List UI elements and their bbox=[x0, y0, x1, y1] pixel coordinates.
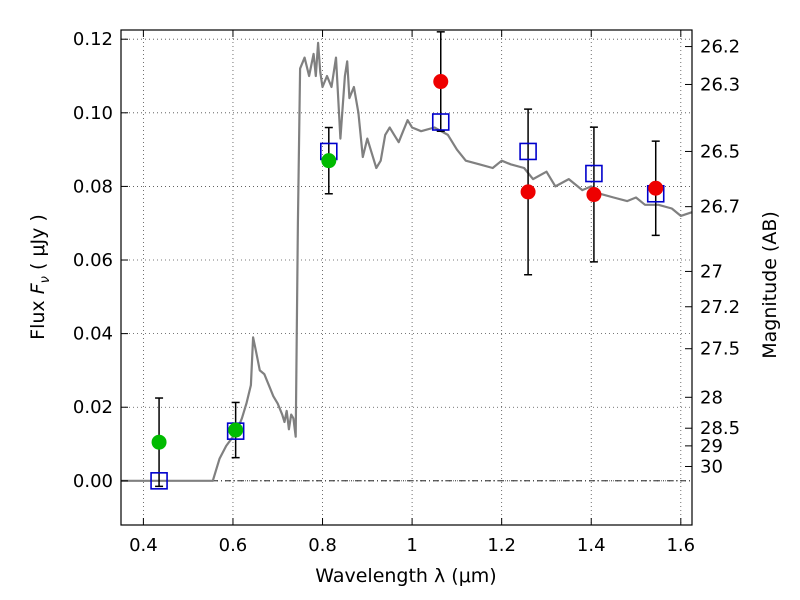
y2-axis-label: Magnitude (AB) bbox=[759, 211, 781, 359]
y-axis-label-suffix: ( μJy ) bbox=[27, 214, 49, 276]
model-photometry-square bbox=[431, 113, 450, 131]
error-bars bbox=[155, 31, 660, 488]
x-tick-label: 0.8 bbox=[308, 535, 337, 556]
red-detection-point bbox=[586, 187, 602, 203]
model-sed-line bbox=[121, 41, 693, 482]
red-detection-point bbox=[648, 180, 664, 196]
green-detection-point bbox=[151, 434, 167, 450]
mag-tick-label: 27 bbox=[700, 261, 723, 282]
x-tick-label: 1.2 bbox=[487, 535, 516, 556]
x-tick-label: 1.4 bbox=[577, 535, 606, 556]
mag-tick-label: 27.5 bbox=[700, 339, 740, 360]
plot-frame bbox=[120, 29, 693, 526]
red-detection-point bbox=[520, 184, 536, 200]
y-tick-label: 0.02 bbox=[73, 397, 113, 418]
y-tick-label: 0.04 bbox=[73, 324, 113, 345]
mag-tick-label: 28.5 bbox=[700, 418, 740, 439]
axis-ticks: 0.4 0.6 0.8 1 1.2 1.4 1.6 0.00 0.02 0.04 0.06 0.08 0… bbox=[73, 29, 740, 556]
y-axis-label-subscript: ν bbox=[38, 276, 53, 283]
x-tick-label: 0.4 bbox=[129, 535, 158, 556]
mag-tick-label: 27.2 bbox=[700, 297, 740, 318]
mag-tick-label: 28 bbox=[700, 387, 723, 408]
y-tick-label: 0.12 bbox=[73, 29, 113, 50]
y-tick-label: 0.10 bbox=[73, 103, 113, 124]
model-photometry-square bbox=[585, 164, 603, 183]
mag-tick-label: 29 bbox=[700, 436, 723, 457]
model-photometry-square bbox=[519, 142, 537, 161]
data-markers bbox=[150, 74, 665, 490]
green-detection-point bbox=[321, 153, 337, 169]
mag-tick-label: 26.2 bbox=[700, 37, 740, 58]
model-photometry-square bbox=[150, 472, 168, 490]
x-tick-label: 1.6 bbox=[666, 535, 695, 556]
mag-tick-label: 26.5 bbox=[700, 141, 740, 162]
green-detection-point bbox=[228, 422, 244, 438]
y-axis-label-prefix: Flux bbox=[27, 294, 49, 340]
mag-tick-label: 26.7 bbox=[700, 197, 740, 218]
x-tick-label: 1 bbox=[406, 535, 417, 556]
mag-tick-label: 30 bbox=[700, 456, 723, 477]
y-tick-label: 0.06 bbox=[73, 250, 113, 271]
mag-tick-label: 26.3 bbox=[700, 74, 740, 95]
y-axis-label: Flux Fν ( μJy ) bbox=[27, 214, 53, 340]
y-axis-label-symbol: F bbox=[27, 282, 49, 294]
grid-lines bbox=[121, 30, 692, 525]
x-tick-label: 0.6 bbox=[219, 535, 248, 556]
x-axis-label: Wavelength λ (μm) bbox=[315, 565, 496, 587]
y-tick-label: 0.08 bbox=[73, 176, 113, 197]
y-tick-label: 0.00 bbox=[73, 471, 113, 492]
red-detection-point bbox=[433, 74, 449, 90]
